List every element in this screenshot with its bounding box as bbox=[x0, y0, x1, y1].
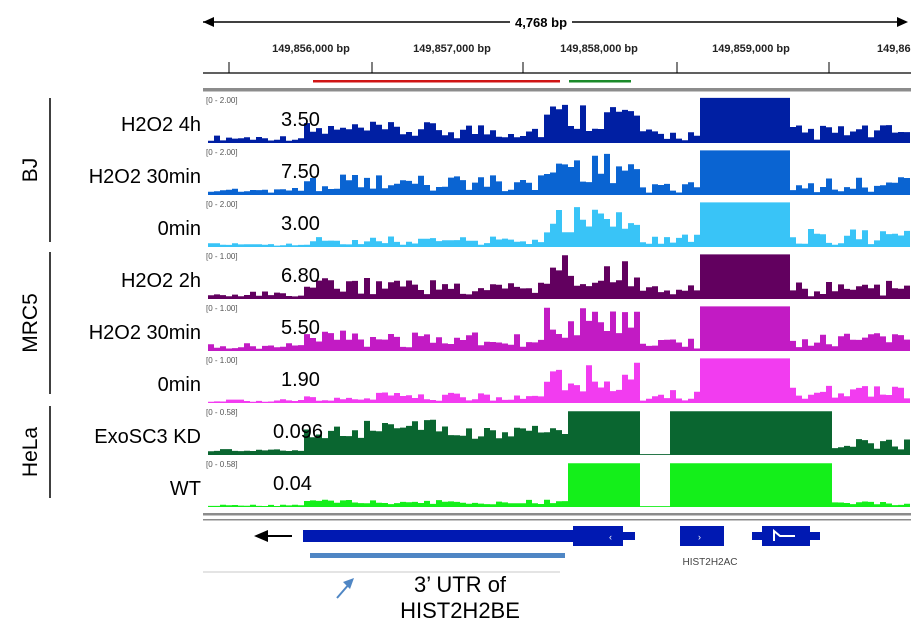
hist2h2ac-exon bbox=[680, 526, 724, 546]
signal-coverage bbox=[208, 202, 910, 247]
signal-coverage bbox=[208, 306, 910, 351]
track: [0 - 0.58] WT 0.04 bbox=[170, 460, 910, 507]
red-region-bar bbox=[313, 80, 560, 83]
track-value: 6.80 bbox=[281, 265, 320, 287]
track-label: ExoSC3 KD bbox=[94, 426, 201, 448]
locus-ruler: 4,768 bp 149,856,000 bp 149,857,000 bp 1… bbox=[203, 15, 911, 92]
tick-label: 149,856,000 bp bbox=[272, 43, 350, 55]
signal-coverage bbox=[208, 463, 910, 507]
track-value: 0.096 bbox=[273, 421, 323, 443]
utr-annotation: 3’ UTR of HIST2H2BE bbox=[336, 572, 520, 623]
group-label-hela: HeLa bbox=[19, 427, 42, 478]
hist2h2be-utr5-exon bbox=[623, 532, 635, 540]
hist2h2ac-utr-left bbox=[752, 532, 762, 540]
track-range: [0 - 2.00] bbox=[206, 148, 238, 157]
signal-coverage bbox=[208, 254, 910, 299]
annotation-line-1: 3’ UTR of bbox=[414, 572, 507, 597]
track-range: [0 - 0.58] bbox=[206, 460, 238, 469]
signal-coverage bbox=[208, 97, 910, 143]
track-range: [0 - 2.00] bbox=[206, 200, 238, 209]
track-separator-top bbox=[203, 88, 911, 92]
strand-arrow-icon bbox=[254, 530, 268, 542]
track-label: H2O2 30min bbox=[89, 166, 201, 188]
signal-tracks: [0 - 2.00] H2O2 4h 3.50 [0 - 2.00] H2O2 30mi… bbox=[89, 96, 910, 507]
track-label: 0min bbox=[158, 218, 201, 240]
track: [0 - 2.00] H2O2 4h 3.50 bbox=[121, 96, 910, 143]
track-label: 0min bbox=[158, 374, 201, 396]
track-range: [0 - 1.00] bbox=[206, 356, 238, 365]
annotation-line-2: HIST2H2BE bbox=[400, 598, 520, 623]
group-label-mrc5: MRC5 bbox=[19, 293, 42, 353]
track-label: H2O2 30min bbox=[89, 322, 201, 344]
track: [0 - 1.00] 0min 1.90 bbox=[158, 356, 910, 403]
track: [0 - 0.58] ExoSC3 KD 0.096 bbox=[94, 408, 910, 455]
strand-chevron-icon: › bbox=[698, 532, 701, 542]
track: [0 - 1.00] H2O2 30min 5.50 bbox=[89, 304, 910, 351]
tick-labels: 149,856,000 bp 149,857,000 bp 149,858,00… bbox=[272, 43, 911, 55]
track-value: 7.50 bbox=[281, 161, 320, 183]
track-separator-bottom-1 bbox=[203, 513, 911, 516]
utr-highlight-bar bbox=[310, 553, 565, 558]
signal-coverage bbox=[208, 411, 910, 455]
signal-coverage bbox=[208, 358, 910, 403]
hist2h2be-cds-exon bbox=[573, 526, 623, 546]
tick-marks bbox=[228, 62, 830, 73]
track-label: H2O2 4h bbox=[121, 114, 201, 136]
group-label-bj: BJ bbox=[19, 158, 42, 183]
track: [0 - 2.00] H2O2 30min 7.50 bbox=[89, 148, 910, 195]
tick-label: 149,858,000 bp bbox=[560, 43, 638, 55]
track: [0 - 2.00] 0min 3.00 bbox=[158, 200, 910, 247]
tick-label: 149,860,0 bbox=[877, 43, 911, 55]
hist2h2ac-utr-right bbox=[810, 532, 820, 540]
track-value: 5.50 bbox=[281, 317, 320, 339]
span-arrow-left-icon bbox=[203, 17, 214, 27]
track-range: [0 - 0.58] bbox=[206, 408, 238, 417]
span-arrow-right-icon bbox=[897, 17, 908, 27]
track-value: 1.90 bbox=[281, 369, 320, 391]
tick-label: 149,859,000 bp bbox=[712, 43, 790, 55]
track-range: [0 - 2.00] bbox=[206, 96, 238, 105]
tss-arrow-icon bbox=[773, 528, 795, 541]
signal-coverage bbox=[208, 150, 910, 195]
track: [0 - 1.00] H2O2 2h 6.80 bbox=[121, 252, 910, 299]
track-value: 3.50 bbox=[281, 109, 320, 131]
hist2h2be-utr-exon bbox=[303, 530, 573, 542]
track-label: H2O2 2h bbox=[121, 270, 201, 292]
track-separator-bottom-2 bbox=[203, 519, 911, 521]
track-range: [0 - 1.00] bbox=[206, 252, 238, 261]
group-brackets: BJ MRC5 HeLa bbox=[19, 98, 51, 498]
track-value: 0.04 bbox=[273, 473, 312, 495]
gene-label-hist2h2ac: HIST2H2AC bbox=[682, 557, 737, 568]
strand-chevron-icon: ‹ bbox=[609, 532, 612, 542]
track-range: [0 - 1.00] bbox=[206, 304, 238, 313]
track-label: WT bbox=[170, 478, 201, 500]
annotation-arrow-icon bbox=[343, 578, 354, 589]
span-label: 4,768 bp bbox=[515, 15, 567, 30]
track-value: 3.00 bbox=[281, 213, 320, 235]
gene-track: ‹ › HIST2H2AC bbox=[203, 526, 820, 573]
tick-label: 149,857,000 bp bbox=[413, 43, 491, 55]
green-region-bar bbox=[569, 80, 631, 83]
